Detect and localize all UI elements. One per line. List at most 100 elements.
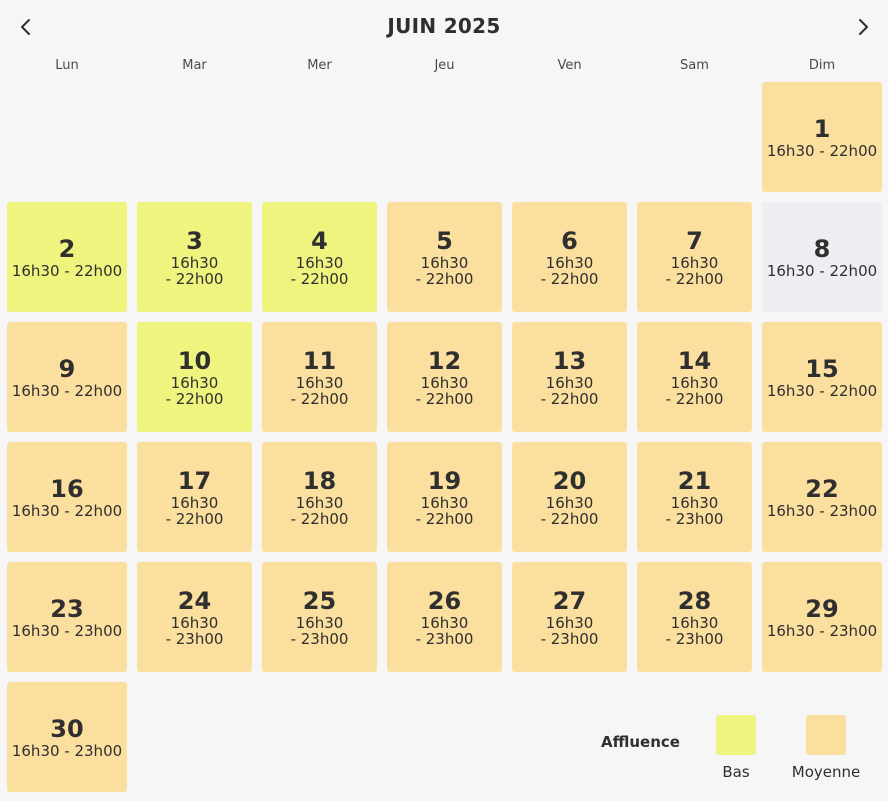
day-number: 30 bbox=[50, 715, 84, 743]
calendar-day-30[interactable]: 30 16h30 - 23h00 bbox=[7, 682, 127, 792]
opening-hours: 16h30 - 22h00 bbox=[290, 254, 349, 288]
opening-hours: 16h30 - 22h00 bbox=[165, 374, 224, 408]
day-number: 21 bbox=[677, 467, 712, 495]
day-number: 13 bbox=[552, 347, 587, 375]
opening-hours: 16h30 - 22h00 bbox=[415, 374, 474, 408]
next-month-button[interactable] bbox=[850, 14, 876, 40]
day-number: 15 bbox=[805, 355, 839, 383]
day-number: 11 bbox=[302, 347, 337, 375]
calendar-day-9[interactable]: 9 16h30 - 22h00 bbox=[7, 322, 127, 432]
day-number: 17 bbox=[177, 467, 212, 495]
calendar-day-10[interactable]: 10 16h30 - 22h00 bbox=[137, 322, 252, 432]
calendar-day-20[interactable]: 20 16h30 - 22h00 bbox=[512, 442, 627, 552]
calendar-day-19[interactable]: 19 16h30 - 22h00 bbox=[387, 442, 502, 552]
day-number: 19 bbox=[427, 467, 462, 495]
previous-month-button[interactable] bbox=[13, 14, 39, 40]
calendar-day-18[interactable]: 18 16h30 - 22h00 bbox=[262, 442, 377, 552]
weekday-dim: Dim bbox=[808, 58, 836, 73]
weekday-mar: Mar bbox=[182, 58, 207, 73]
opening-hours: 16h30 - 23h00 bbox=[11, 622, 123, 640]
opening-hours: 16h30 - 22h00 bbox=[766, 382, 878, 400]
day-number: 10 bbox=[177, 347, 212, 375]
opening-hours: 16h30 - 23h00 bbox=[11, 742, 123, 760]
weekday-ven: Ven bbox=[557, 58, 582, 73]
opening-hours: 16h30 - 22h00 bbox=[766, 142, 878, 160]
opening-hours: 16h30 - 23h00 bbox=[165, 614, 224, 648]
calendar-day-22[interactable]: 22 16h30 - 23h00 bbox=[762, 442, 882, 552]
opening-hours: 16h30 - 22h00 bbox=[540, 254, 599, 288]
day-number: 20 bbox=[552, 467, 587, 495]
legend-swatch-low bbox=[716, 715, 756, 755]
day-number: 26 bbox=[427, 587, 462, 615]
chevron-right-icon bbox=[859, 19, 868, 35]
opening-hours: 16h30 - 22h00 bbox=[165, 494, 224, 528]
calendar-day-25[interactable]: 25 16h30 - 23h00 bbox=[262, 562, 377, 672]
calendar-day-2[interactable]: 2 16h30 - 22h00 bbox=[7, 202, 127, 312]
day-number: 27 bbox=[552, 587, 587, 615]
calendar-day-15[interactable]: 15 16h30 - 22h00 bbox=[762, 322, 882, 432]
opening-hours: 16h30 - 22h00 bbox=[165, 254, 224, 288]
calendar-day-14[interactable]: 14 16h30 - 22h00 bbox=[637, 322, 752, 432]
weekday-mer: Mer bbox=[307, 58, 332, 73]
day-number: 7 bbox=[686, 227, 703, 255]
day-number: 25 bbox=[302, 587, 337, 615]
day-number: 9 bbox=[58, 355, 76, 383]
opening-hours: 16h30 - 22h00 bbox=[665, 254, 724, 288]
calendar-day-27[interactable]: 27 16h30 - 23h00 bbox=[512, 562, 627, 672]
calendar-header: JUIN 2025 bbox=[0, 0, 888, 54]
calendar-day-29[interactable]: 29 16h30 - 23h00 bbox=[762, 562, 882, 672]
calendar-day-4[interactable]: 4 16h30 - 22h00 bbox=[262, 202, 377, 312]
day-number: 23 bbox=[50, 595, 84, 623]
calendar-day-5[interactable]: 5 16h30 - 22h00 bbox=[387, 202, 502, 312]
day-number: 3 bbox=[186, 227, 203, 255]
opening-hours: 16h30 - 23h00 bbox=[665, 494, 724, 528]
calendar-day-11[interactable]: 11 16h30 - 22h00 bbox=[262, 322, 377, 432]
day-number: 22 bbox=[805, 475, 839, 503]
opening-hours: 16h30 - 23h00 bbox=[766, 622, 878, 640]
opening-hours: 16h30 - 22h00 bbox=[540, 374, 599, 408]
calendar-day-7[interactable]: 7 16h30 - 22h00 bbox=[637, 202, 752, 312]
day-number: 29 bbox=[805, 595, 839, 623]
day-number: 8 bbox=[813, 235, 831, 263]
calendar-day-23[interactable]: 23 16h30 - 23h00 bbox=[7, 562, 127, 672]
calendar-day-16[interactable]: 16 16h30 - 22h00 bbox=[7, 442, 127, 552]
day-number: 5 bbox=[436, 227, 453, 255]
day-number: 14 bbox=[677, 347, 712, 375]
day-number: 2 bbox=[58, 235, 76, 263]
calendar-day-3[interactable]: 3 16h30 - 22h00 bbox=[137, 202, 252, 312]
opening-hours: 16h30 - 22h00 bbox=[766, 262, 878, 280]
opening-hours: 16h30 - 23h00 bbox=[415, 614, 474, 648]
calendar-day-21[interactable]: 21 16h30 - 23h00 bbox=[637, 442, 752, 552]
calendar-day-13[interactable]: 13 16h30 - 22h00 bbox=[512, 322, 627, 432]
calendar-day-12[interactable]: 12 16h30 - 22h00 bbox=[387, 322, 502, 432]
legend-swatch-medium bbox=[806, 715, 846, 755]
opening-hours: 16h30 - 22h00 bbox=[415, 494, 474, 528]
weekday-jeu: Jeu bbox=[434, 58, 455, 73]
day-number: 12 bbox=[427, 347, 462, 375]
calendar-day-26[interactable]: 26 16h30 - 23h00 bbox=[387, 562, 502, 672]
month-title: JUIN 2025 bbox=[387, 14, 501, 38]
day-number: 18 bbox=[302, 467, 337, 495]
opening-hours: 16h30 - 23h00 bbox=[665, 614, 724, 648]
opening-hours: 16h30 - 22h00 bbox=[11, 262, 123, 280]
legend-label-low: Bas bbox=[722, 763, 750, 781]
day-number: 16 bbox=[50, 475, 84, 503]
weekday-lun: Lun bbox=[55, 58, 79, 73]
legend-title: Affluence bbox=[601, 733, 680, 751]
calendar-day-28[interactable]: 28 16h30 - 23h00 bbox=[637, 562, 752, 672]
opening-hours: 16h30 - 23h00 bbox=[766, 502, 878, 520]
calendar-day-6[interactable]: 6 16h30 - 22h00 bbox=[512, 202, 627, 312]
weekday-sam: Sam bbox=[680, 58, 709, 73]
day-number: 1 bbox=[813, 115, 831, 143]
day-number: 28 bbox=[677, 587, 712, 615]
legend-label-medium: Moyenne bbox=[791, 763, 861, 781]
opening-hours: 16h30 - 22h00 bbox=[11, 382, 123, 400]
calendar-day-1[interactable]: 1 16h30 - 22h00 bbox=[762, 82, 882, 192]
opening-hours: 16h30 - 22h00 bbox=[290, 494, 349, 528]
calendar-day-24[interactable]: 24 16h30 - 23h00 bbox=[137, 562, 252, 672]
opening-hours: 16h30 - 22h00 bbox=[11, 502, 123, 520]
calendar-day-17[interactable]: 17 16h30 - 22h00 bbox=[137, 442, 252, 552]
opening-hours: 16h30 - 23h00 bbox=[290, 614, 349, 648]
day-number: 6 bbox=[561, 227, 578, 255]
calendar-day-8[interactable]: 8 16h30 - 22h00 bbox=[762, 202, 882, 312]
